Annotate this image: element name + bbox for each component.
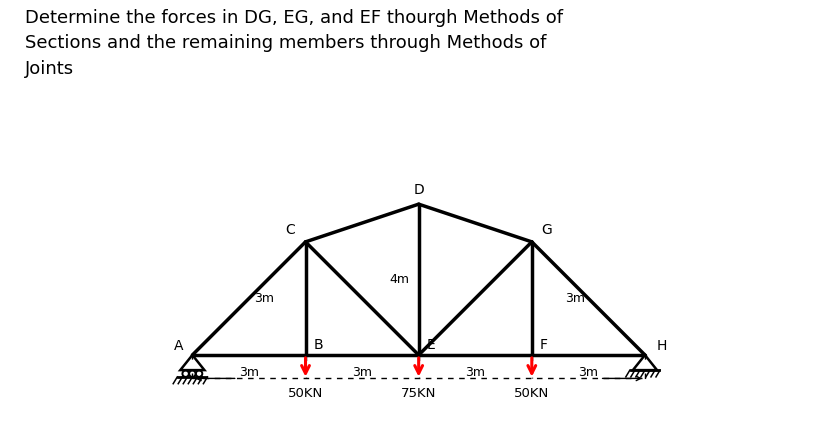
- Text: E: E: [427, 338, 436, 352]
- Text: 50KN: 50KN: [514, 387, 549, 400]
- Text: 3m: 3m: [254, 292, 274, 305]
- Text: A: A: [173, 339, 183, 353]
- Text: C: C: [285, 223, 295, 237]
- Text: B: B: [314, 338, 324, 352]
- Text: 75KN: 75KN: [401, 387, 436, 400]
- Text: G: G: [542, 223, 552, 237]
- Text: H: H: [656, 339, 666, 353]
- Text: 3m: 3m: [352, 366, 372, 378]
- Text: 3m: 3m: [578, 366, 598, 378]
- Text: 3m: 3m: [465, 366, 485, 378]
- Text: 3m: 3m: [239, 366, 259, 378]
- Text: 4m: 4m: [390, 273, 410, 286]
- Text: 50KN: 50KN: [288, 387, 323, 400]
- Text: F: F: [540, 338, 548, 352]
- Text: 3m: 3m: [565, 292, 585, 305]
- Text: Determine the forces in DG, EG, and EF thourgh Methods of
Sections and the remai: Determine the forces in DG, EG, and EF t…: [25, 9, 562, 78]
- Text: D: D: [414, 184, 424, 198]
